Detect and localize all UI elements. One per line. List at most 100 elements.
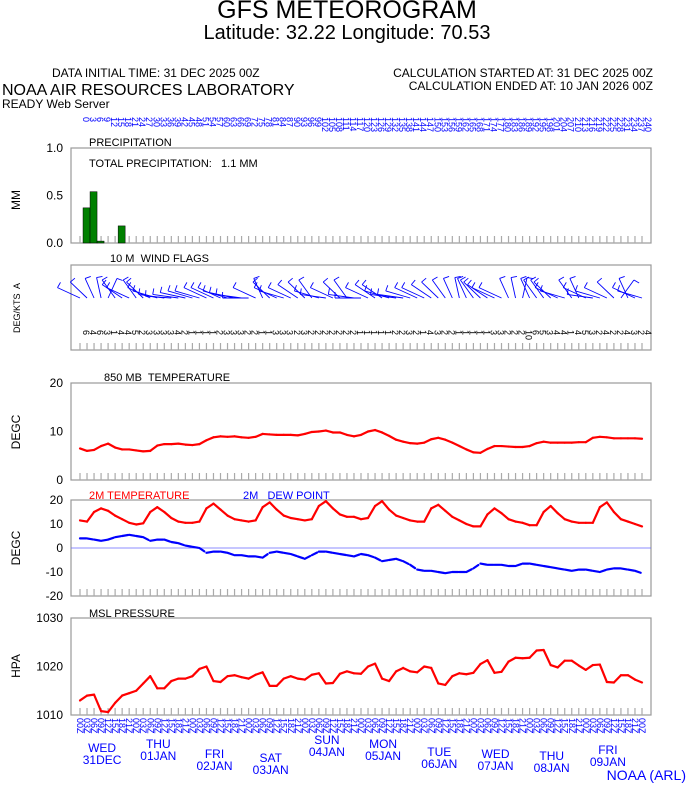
temp-2m-line-segment xyxy=(359,516,370,521)
wind-barb xyxy=(253,282,258,288)
msl-line-segment xyxy=(85,693,96,697)
wind-flag xyxy=(457,278,467,299)
msl-line-segment xyxy=(373,662,384,680)
wind-barb xyxy=(287,277,293,283)
wind-speed-label: 2 xyxy=(348,330,358,335)
msl-line-segment xyxy=(549,663,559,669)
utc-hour-label: 09Z xyxy=(265,718,275,734)
t850-frame xyxy=(70,382,652,481)
precip-bar xyxy=(82,207,91,244)
wind-speed-label: 3 xyxy=(151,330,161,335)
utc-hour-label: 03Z xyxy=(532,718,542,734)
t850-line-segment xyxy=(423,438,433,444)
wind-speed-label: 2 xyxy=(636,330,646,335)
wind-speed-label: 1 xyxy=(369,330,379,335)
utc-hour-label: 12Z xyxy=(553,718,563,734)
wind-flag xyxy=(183,287,207,299)
dewpoint-2m-line-segment xyxy=(114,534,124,539)
footer-credit: NOAA (ARL) xyxy=(606,767,686,783)
wind-barb xyxy=(534,282,539,288)
dewpoint-2m-line-segment xyxy=(633,569,644,575)
t850-ytick: 20 xyxy=(50,376,64,390)
forecast-hour-label: 198 xyxy=(545,117,555,132)
t850-ytick: 10 xyxy=(50,425,64,439)
day-weekday: SUN xyxy=(314,733,339,747)
forecast-hour-label: 150 xyxy=(432,117,442,132)
temp-2m-line-segment xyxy=(563,518,573,523)
dewpoint-2m-line-segment xyxy=(465,567,475,574)
wind-barb xyxy=(144,290,147,297)
msl-line-segment xyxy=(612,674,623,684)
utc-hour-label: 06Z xyxy=(370,718,380,734)
forecast-hour-label: 177 xyxy=(495,117,505,132)
t850-line-segment xyxy=(380,431,391,437)
t850-line-segment xyxy=(388,434,398,441)
forecast-hour-label: 120 xyxy=(362,117,372,132)
wind-barb xyxy=(85,275,91,279)
msl-line-segment xyxy=(359,665,370,675)
wind-flag xyxy=(575,290,600,299)
wind-barb xyxy=(345,282,349,288)
precip-ytick: 1.0 xyxy=(46,141,63,155)
t850-line-segment xyxy=(99,442,110,448)
temp-2m-line-segment xyxy=(507,518,517,523)
forecast-hour-label: 108 xyxy=(334,117,344,132)
temp-2m-line-segment xyxy=(430,503,440,510)
day-weekday: TUE xyxy=(427,745,451,759)
forecast-hour-label: 111 xyxy=(341,117,351,131)
wind-barb xyxy=(583,282,588,288)
dewpoint-2m-line-segment xyxy=(282,551,292,556)
wind-barb xyxy=(569,275,576,279)
dewpoint-2m-line-segment xyxy=(254,555,264,559)
wind-barb xyxy=(232,282,237,288)
forecast-hour-label: 30 xyxy=(151,117,161,127)
wind-speed-label: 2 xyxy=(313,330,323,335)
forecast-hour-label: 201 xyxy=(552,117,562,132)
temp-2m-line-segment xyxy=(626,520,637,526)
wind-speed-label: 1 xyxy=(481,330,491,335)
wind-flag xyxy=(617,290,643,299)
forecast-hour-label: 195 xyxy=(538,117,548,132)
temp-2m-line-segment xyxy=(226,514,236,521)
t850-line-segment xyxy=(156,443,166,447)
t850-line-segment xyxy=(437,436,447,441)
dewpoint-2m-line-segment xyxy=(338,552,349,557)
utc-hour-label: 15Z xyxy=(223,718,233,734)
t850-line-segment xyxy=(233,435,243,439)
forecast-hour-label: 69 xyxy=(243,117,253,127)
forecast-hour-label: 162 xyxy=(460,117,470,132)
dewpoint-2m-line-segment xyxy=(472,562,482,570)
wind-barb xyxy=(566,288,569,295)
wind-speed-label: 3 xyxy=(278,330,288,335)
utc-hour-label: 15Z xyxy=(110,718,120,734)
t850-line-segment xyxy=(106,442,117,449)
wind-barb xyxy=(471,282,476,288)
utc-hour-label: 18Z xyxy=(173,718,183,734)
msl-line-segment xyxy=(184,675,194,680)
wind-barb xyxy=(126,277,132,283)
utc-hour-label: 00Z xyxy=(637,718,647,734)
temp-2m-line-segment xyxy=(493,507,503,515)
utc-hour-label: 18Z xyxy=(286,718,296,734)
wind-barb xyxy=(463,277,469,283)
dewpoint-2m-line-segment xyxy=(170,540,180,545)
msl-line-segment xyxy=(542,648,552,667)
utc-hour-label: 18Z xyxy=(398,718,408,734)
wind-barb xyxy=(174,285,178,292)
t850-line-segment xyxy=(78,447,89,452)
msl-line-segment xyxy=(212,679,222,684)
wind-flag xyxy=(333,279,348,299)
dewpoint-2m-line-segment xyxy=(605,567,616,571)
utc-hour-label: 18Z xyxy=(230,718,240,734)
t850-line-segment xyxy=(521,444,531,449)
utc-hour-label: 21Z xyxy=(293,718,303,734)
temp-2m-line-segment xyxy=(444,509,454,518)
msl-line-segment xyxy=(423,665,433,670)
utc-hour-label: 12Z xyxy=(103,718,113,734)
dewpoint-2m-line-segment xyxy=(177,542,187,547)
t850-line-segment xyxy=(303,430,313,436)
forecast-hour-label: 6 xyxy=(95,117,105,122)
utc-hour-label: 00Z xyxy=(412,718,422,734)
msl-line-segment xyxy=(99,710,110,714)
temp-2m-line-segment xyxy=(521,521,531,527)
